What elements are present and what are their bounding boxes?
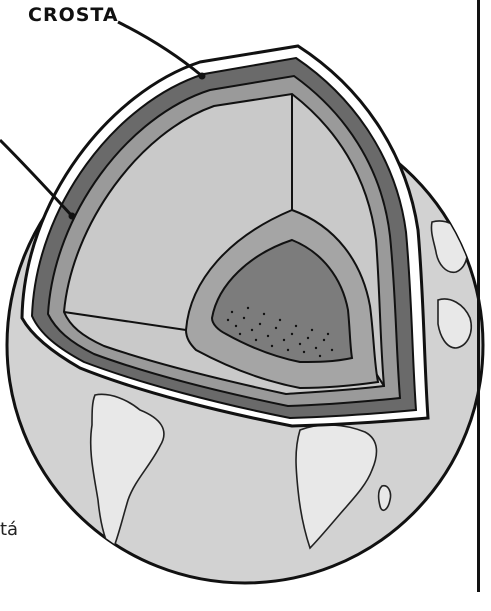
africa-landmass	[295, 424, 378, 550]
east-landmass	[437, 298, 472, 349]
south-america-landmass	[89, 393, 165, 554]
madagascar-landmass	[377, 484, 392, 512]
frame-border	[477, 0, 480, 592]
crust-label: CROSTA	[28, 4, 119, 26]
inner-core-layer	[210, 238, 354, 364]
core-stippling	[226, 306, 334, 358]
crust-pointer-dot	[198, 72, 206, 80]
text-fragment: tá	[0, 519, 19, 540]
crust-pointer-line	[117, 20, 203, 78]
second-pointer-dot	[68, 212, 76, 220]
second-pointer-line	[0, 138, 74, 218]
